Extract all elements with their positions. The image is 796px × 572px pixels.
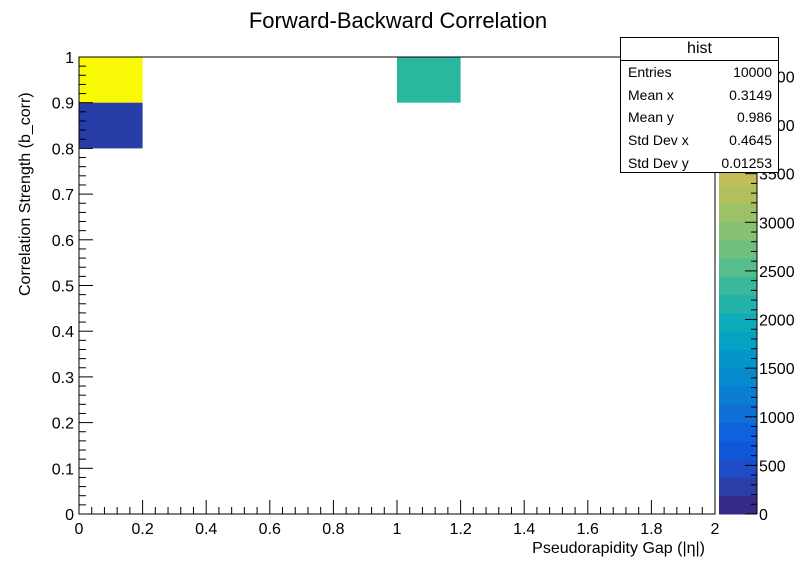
y-tick-label: 0.6 bbox=[52, 233, 74, 250]
y-tick-label: 0.8 bbox=[52, 141, 74, 158]
y-tick-label: 0 bbox=[65, 507, 74, 524]
stats-label: Mean x bbox=[628, 86, 674, 103]
colorbar-tick-label: 1000 bbox=[759, 410, 795, 427]
y-tick-label: 0.9 bbox=[52, 96, 74, 113]
colorbar-segment bbox=[719, 477, 757, 497]
heatmap-cell bbox=[79, 57, 143, 103]
x-tick-label: 0.6 bbox=[259, 521, 281, 538]
heatmap-cells bbox=[79, 57, 461, 149]
stats-value: 0.986 bbox=[736, 109, 772, 126]
y-axis: 0 0.1 0.2 0.3 0.4 0.5 0.6 0.7 0.8 0.9 1 bbox=[52, 50, 93, 524]
colorbar-segment bbox=[719, 203, 757, 223]
stats-value: 0.4645 bbox=[729, 132, 772, 149]
colorbar-segment bbox=[719, 386, 757, 405]
stats-label: Std Dev y bbox=[628, 154, 689, 171]
y-tick-label: 0.7 bbox=[52, 187, 74, 204]
x-tick-label: 1.8 bbox=[640, 521, 662, 538]
colorbar-segment bbox=[719, 184, 757, 204]
colorbar-segment bbox=[719, 422, 757, 442]
x-tick-label: 1.6 bbox=[577, 521, 599, 538]
colorbar-segment bbox=[719, 239, 757, 259]
stats-row: Mean x 0.3149 bbox=[621, 84, 778, 107]
colorbar-tick-label: 1500 bbox=[759, 361, 795, 378]
colorbar-segment bbox=[719, 331, 757, 350]
colorbar-segment bbox=[719, 495, 757, 515]
y-tick-label: 1 bbox=[65, 50, 74, 67]
stats-label: Std Dev x bbox=[628, 132, 689, 149]
stats-box: hist Entries 10000 Mean x 0.3149 Mean y 0.986… bbox=[620, 37, 779, 173]
colorbar-segment bbox=[719, 276, 757, 296]
colorbar-segment bbox=[719, 404, 757, 424]
y-tick-label: 0.2 bbox=[52, 416, 74, 433]
stats-value: 0.3149 bbox=[729, 86, 772, 103]
x-tick-label: 0.2 bbox=[131, 521, 153, 538]
x-tick-label: 1.2 bbox=[449, 521, 471, 538]
x-tick-label: 1 bbox=[393, 521, 402, 538]
colorbar-segment bbox=[719, 312, 757, 332]
stats-value: 10000 bbox=[733, 64, 772, 80]
colorbar-segment bbox=[719, 459, 757, 478]
x-tick-label: 2 bbox=[711, 521, 720, 538]
heatmap-cell bbox=[79, 102, 143, 149]
y-axis-label: Correlation Strength (b_corr) bbox=[17, 92, 34, 296]
stats-row: Mean y 0.986 bbox=[621, 106, 778, 129]
colorbar-segment bbox=[719, 349, 757, 369]
x-tick-label: 0 bbox=[75, 521, 84, 538]
colorbar-segment bbox=[719, 258, 757, 277]
x-axis-label: Pseudorapidity Gap (|η|) bbox=[532, 540, 705, 557]
stats-row: Entries 10000 bbox=[621, 61, 778, 84]
colorbar-segment bbox=[719, 294, 757, 314]
y-tick-label: 0.1 bbox=[52, 461, 74, 478]
heatmap-cell bbox=[397, 57, 461, 103]
stats-label: Mean y bbox=[628, 109, 674, 126]
colorbar-segment bbox=[719, 440, 757, 460]
colorbar-segment bbox=[719, 367, 757, 387]
y-tick-label: 0.5 bbox=[52, 279, 74, 296]
stats-value: 0.01253 bbox=[721, 154, 772, 171]
colorbar-tick-label: 2000 bbox=[759, 313, 795, 330]
stats-label: Entries bbox=[628, 64, 672, 80]
x-axis: 0 0.2 0.4 0.6 0.8 1 1.2 1.4 1.6 1.8 2 bbox=[75, 500, 720, 538]
chart-title: Forward-Backward Correlation bbox=[249, 8, 547, 33]
x-tick-label: 0.8 bbox=[322, 521, 344, 538]
y-tick-label: 0.4 bbox=[52, 324, 74, 341]
y-tick-label: 0.3 bbox=[52, 370, 74, 387]
stats-row: Std Dev y 0.01253 bbox=[621, 152, 778, 175]
stats-title: hist bbox=[621, 38, 778, 61]
colorbar-tick-label: 2500 bbox=[759, 264, 795, 281]
colorbar-segment bbox=[719, 221, 757, 241]
x-tick-label: 1.4 bbox=[513, 521, 535, 538]
colorbar-tick-label: 3000 bbox=[759, 215, 795, 232]
colorbar-tick-label: 500 bbox=[759, 458, 786, 475]
colorbar-tick-label: 0 bbox=[759, 507, 768, 524]
stats-row: Std Dev x 0.4645 bbox=[621, 129, 778, 152]
x-tick-label: 0.4 bbox=[195, 521, 217, 538]
